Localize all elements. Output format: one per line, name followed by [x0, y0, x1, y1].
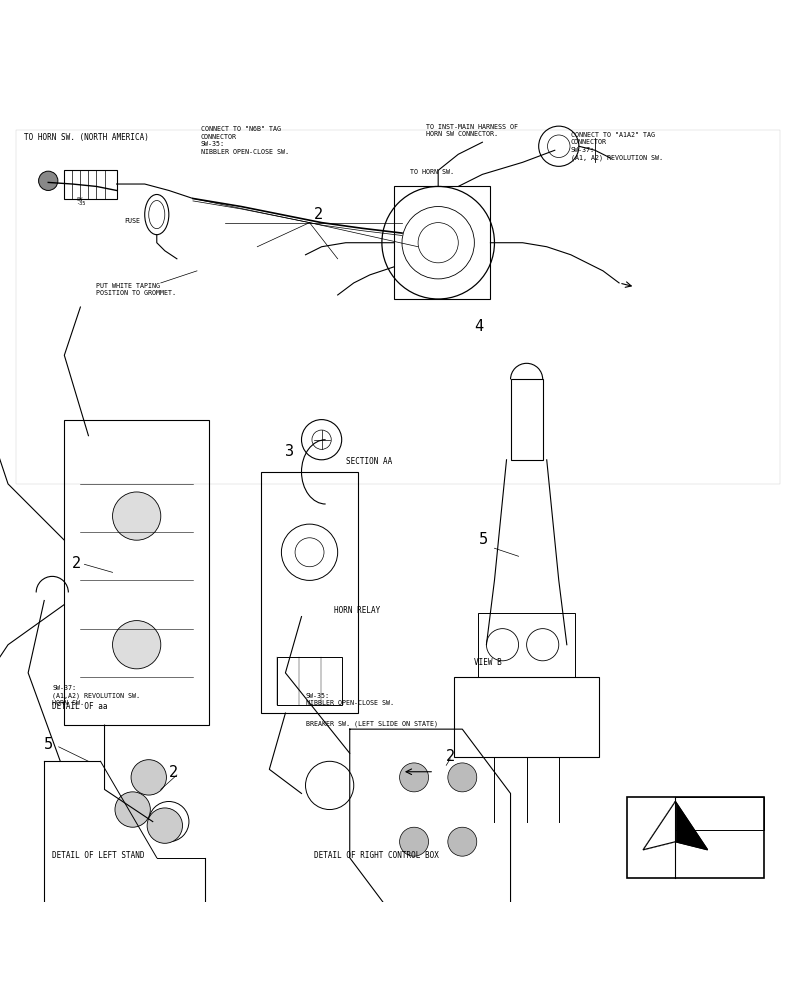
- Bar: [64, 420, 209, 725]
- Text: SW: SW: [76, 197, 83, 202]
- Text: DETAIL OF aa: DETAIL OF aa: [52, 702, 108, 711]
- Text: 2: 2: [72, 556, 81, 571]
- Bar: [626, 797, 763, 878]
- Polygon shape: [642, 802, 707, 850]
- Text: FUSE: FUSE: [124, 218, 141, 224]
- Text: 5: 5: [44, 737, 53, 752]
- Text: PUT WHITE TAPING
POSITION TO GROMMET.: PUT WHITE TAPING POSITION TO GROMMET.: [96, 283, 177, 296]
- Text: VIEW B: VIEW B: [474, 658, 502, 667]
- Bar: [261, 472, 357, 713]
- Bar: [675, 797, 763, 830]
- Text: 4: 4: [474, 319, 483, 334]
- Text: CONNECT TO "A1A2" TAG
CONNECTOR
SW-37:
(A1, A2) REVOLUTION SW.: CONNECT TO "A1A2" TAG CONNECTOR SW-37: (…: [570, 132, 662, 161]
- Text: DETAIL OF RIGHT CONTROL BOX: DETAIL OF RIGHT CONTROL BOX: [313, 851, 438, 860]
- Text: 3: 3: [285, 444, 294, 459]
- Bar: [510, 379, 542, 460]
- Circle shape: [112, 492, 161, 540]
- Text: TO HORN SW.: TO HORN SW.: [410, 169, 454, 175]
- Text: 2: 2: [313, 207, 322, 222]
- Circle shape: [399, 763, 428, 792]
- Bar: [393, 186, 490, 299]
- Circle shape: [447, 827, 476, 856]
- Text: 5: 5: [478, 532, 487, 547]
- Text: 2: 2: [169, 765, 177, 780]
- Text: SECTION AA: SECTION AA: [345, 457, 392, 466]
- Text: SW-37:
(A1,A2) REVOLUTION SW.
HORN SW.: SW-37: (A1,A2) REVOLUTION SW. HORN SW.: [52, 685, 140, 706]
- Bar: [454, 677, 598, 757]
- Text: TO INST-MAIN HARNESS OF
HORN SW CONNECTOR.: TO INST-MAIN HARNESS OF HORN SW CONNECTO…: [426, 124, 517, 137]
- Circle shape: [39, 171, 58, 190]
- Circle shape: [115, 792, 150, 827]
- Text: CONNECT TO "N6B" TAG
CONNECTOR
SW-35:
NIBBLER OPEN-CLOSE SW.: CONNECT TO "N6B" TAG CONNECTOR SW-35: NI…: [201, 126, 288, 155]
- Bar: [478, 613, 574, 677]
- Text: -35: -35: [76, 201, 86, 206]
- Bar: [16, 130, 779, 484]
- Circle shape: [112, 621, 161, 669]
- Text: TO HORN SW. (NORTH AMERICA): TO HORN SW. (NORTH AMERICA): [24, 133, 149, 142]
- Bar: [64, 170, 116, 199]
- Circle shape: [447, 763, 476, 792]
- Text: HORN RELAY: HORN RELAY: [333, 606, 380, 615]
- Bar: [277, 657, 341, 705]
- Text: 2: 2: [446, 749, 454, 764]
- Circle shape: [131, 760, 166, 795]
- Polygon shape: [642, 802, 675, 850]
- Circle shape: [399, 827, 428, 856]
- Text: SW-35:
NIBBLER OPEN-CLOSE SW.: SW-35: NIBBLER OPEN-CLOSE SW.: [305, 693, 393, 706]
- Circle shape: [147, 808, 182, 843]
- Text: DETAIL OF LEFT STAND: DETAIL OF LEFT STAND: [52, 851, 145, 860]
- Text: BREAKER SW. (LEFT SLIDE ON STATE): BREAKER SW. (LEFT SLIDE ON STATE): [305, 720, 437, 727]
